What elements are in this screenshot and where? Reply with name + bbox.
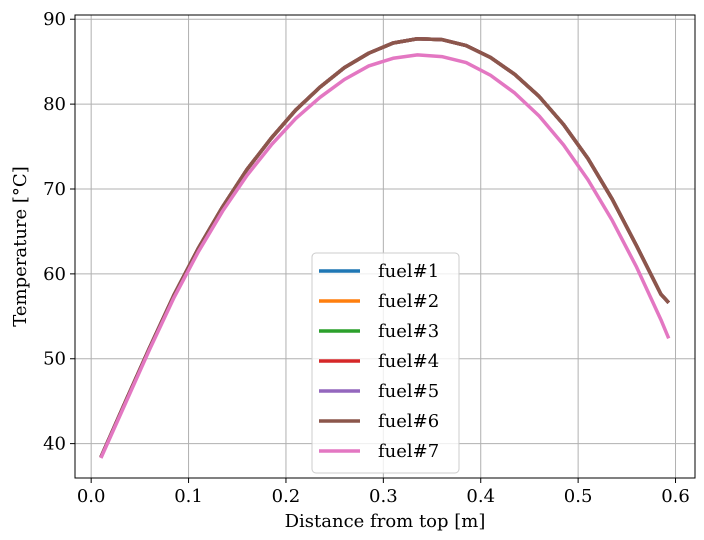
- legend-label-6: fuel#6: [378, 411, 439, 432]
- x-tick-label: 0.4: [466, 486, 495, 507]
- x-axis-label: Distance from top [m]: [285, 511, 486, 532]
- plot-frame: [74, 14, 696, 479]
- series-layer: [99, 37, 671, 459]
- series-line-7: [99, 53, 671, 459]
- legend-label-4: fuel#4: [378, 351, 439, 372]
- legend-label-2: fuel#2: [378, 291, 439, 312]
- x-tick-label: 0.5: [564, 486, 593, 507]
- y-tick-label: 40: [43, 434, 66, 455]
- y-tick-label: 80: [43, 94, 66, 115]
- y-tick-label: 60: [43, 264, 66, 285]
- y-tick-label: 90: [43, 9, 66, 30]
- x-tick-label: 0.0: [77, 486, 106, 507]
- legend-label-1: fuel#1: [378, 261, 439, 282]
- x-tick-label: 0.6: [661, 486, 690, 507]
- legend: fuel#1 fuel#2 fuel#3 fuel#4 fuel#5 fuel#6 fuel…: [311, 252, 460, 474]
- legend-label-7: fuel#7: [378, 441, 439, 462]
- x-tick-label: 0.1: [174, 486, 203, 507]
- legend-label-3: fuel#3: [378, 321, 439, 342]
- y-tick-label: 50: [43, 349, 66, 370]
- legend-box: [311, 252, 460, 474]
- x-tick-label: 0.3: [369, 486, 398, 507]
- ticks: 0.0 0.1 0.2 0.3 0.4 0.5 0.6 40 50 60 70 80 90: [43, 9, 690, 507]
- y-tick-label: 70: [43, 179, 66, 200]
- y-axis-label: Temperature [°C]: [10, 166, 31, 326]
- x-tick-label: 0.2: [272, 486, 301, 507]
- legend-label-5: fuel#5: [378, 381, 439, 402]
